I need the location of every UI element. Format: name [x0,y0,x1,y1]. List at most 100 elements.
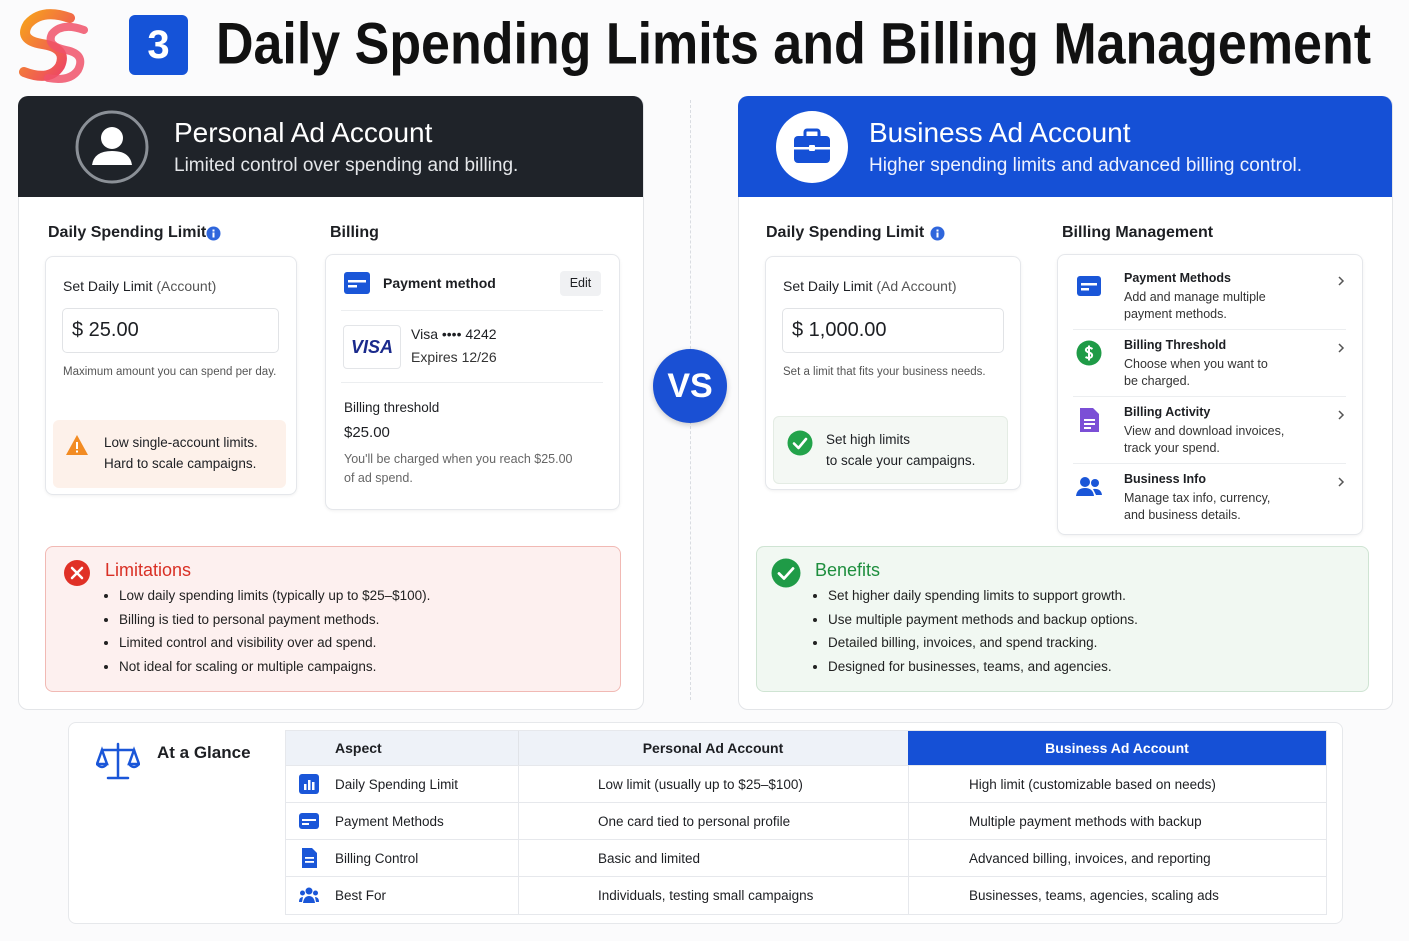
comparison-table: Aspect Personal Ad Account Business Ad A… [285,730,1327,915]
limit-input [782,308,1004,353]
label-note: (Ad Account) [876,278,957,294]
table-cell: Multiple payment methods with backup [969,814,1202,829]
table-cell: Billing Control [335,851,419,866]
column-header: Personal Ad Account [642,740,784,756]
header-cell-bg [908,731,1326,765]
row-icon [299,887,319,903]
info-icon [930,226,945,241]
business-subtitle: Higher spending limits and advanced bill… [869,155,1303,176]
separator [341,382,603,383]
highlight-line: to scale your campaigns. [826,453,976,468]
limit-label: Set Daily Limit (Account) [63,276,216,296]
benefits-list: Set higher daily spending limits to supp… [814,584,1138,678]
chevron[interactable] [1336,476,1346,488]
payment-method: Payment method [383,275,496,291]
info-icon [206,226,221,241]
personal-subtitle: Limited control over spending and billin… [174,155,519,176]
scale-icon [96,742,140,780]
card-number: Visa •••• 4242 [411,326,497,342]
table-cell: Payment Methods [335,814,444,829]
avatar-icon [75,110,149,184]
label-note: (Account) [156,278,217,294]
table-cell: Individuals, testing small campaigns [598,888,814,903]
limit-note: Set a limit that fits your business need… [783,366,986,378]
item-icon [1080,408,1099,432]
threshold-note: of ad spend. [344,471,413,485]
item-description: Choose when you want to [1124,357,1268,371]
table-row: Payment Methods One card tied to personal… [286,802,1326,840]
item-title: Business Info [1124,472,1206,486]
section-heading: Billing [330,224,379,241]
item-title: Billing Threshold [1124,338,1227,352]
limitations-list: Low daily spending limits (typically up … [105,584,430,678]
logo [19,9,88,83]
item-description: be charged. [1124,374,1191,388]
item-description: and business details. [1124,508,1241,522]
chevron[interactable] [1336,342,1346,354]
edit-button[interactable]: Edit [560,271,601,296]
table-cell: Basic and limited [598,851,701,866]
briefcase-icon [776,111,848,183]
limit-input [62,308,279,353]
limitations-box [45,546,621,692]
table-cell: Daily Spending Limit [335,777,459,792]
limit-value: $ 25.00 [72,319,139,341]
title-svg: Daily Spending Limits and Billing Manage… [216,11,1371,76]
item-icon [1077,276,1101,296]
item-icon [1076,477,1102,496]
section-heading: Daily Spending Limit [48,224,207,241]
limit-value: $ 1,000.00 [792,319,887,341]
table-row: Billing Control Basic and limited Advanced… [286,839,1326,877]
card-brand: VISA [343,325,401,369]
card-expiry: Expires 12/26 [411,349,497,365]
item-description: Manage tax info, currency, [1124,491,1271,505]
step-badge: 3 [129,15,188,75]
bullet-item: Set higher daily spending limits to supp… [828,584,1138,608]
section-heading: Daily Spending Limit [766,224,925,241]
limit-label: Set Daily Limit (Ad Account) [783,276,957,296]
billing-management-card [1057,254,1363,535]
label: Set Daily Limit [63,278,153,294]
card-icon [344,272,370,294]
table-cell: Advanced billing, invoices, and reportin… [969,851,1211,866]
benefits-box [756,546,1369,692]
table-row: Best For Individuals, testing small campa… [286,876,1326,914]
row-icon [302,848,317,868]
separator [1073,396,1346,397]
section-heading: Billing Management [1062,224,1214,241]
separator [1073,463,1346,464]
warning-box [53,420,286,488]
vs-badge: VS [653,349,727,423]
warning-line: Hard to scale campaigns. [104,456,257,471]
chevron[interactable] [1336,409,1346,421]
table-cell: One card tied to personal profile [598,814,791,829]
item-description: track your spend. [1124,441,1220,455]
check-icon [787,430,813,456]
bullet-item: Use multiple payment methods and backup … [828,608,1138,632]
row-icon [299,774,319,794]
x-icon [64,560,90,586]
bullet-item: Designed for businesses, teams, and agen… [828,655,1138,679]
bullet-item: Low daily spending limits (typically up … [119,584,430,608]
item-description: View and download invoices, [1124,424,1285,438]
highlight-line: Set high limits [826,432,911,447]
business-title: Business Ad Account [869,117,1131,148]
table-cell: Businesses, teams, agencies, scaling ads [969,888,1219,903]
bullet-item: Billing is tied to personal payment meth… [119,608,430,632]
check-icon [771,558,801,588]
label: Set Daily Limit [783,278,873,294]
item-description: payment methods. [1124,307,1227,321]
item-icon [1076,340,1102,366]
chevron[interactable] [1336,275,1346,287]
column-header: Aspect [335,740,382,756]
personal-title: Personal Ad Account [174,117,433,148]
item-description: Add and manage multiple [1124,290,1266,304]
column-header: Business Ad Account [1045,740,1189,756]
warning-icon [66,435,88,455]
threshold-value: $25.00 [344,424,390,441]
limit-note: Maximum amount you can spend per day. [63,366,277,378]
header-cell-bg [518,731,909,765]
